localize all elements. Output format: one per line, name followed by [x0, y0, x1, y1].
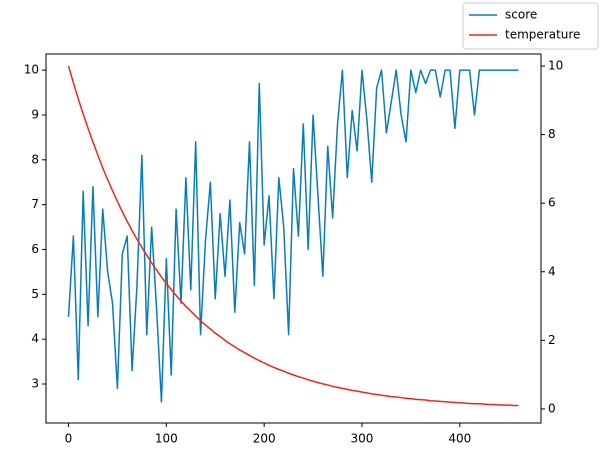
x-tick-label: 200: [253, 432, 276, 446]
y-tick-label: 6: [31, 242, 39, 256]
legend-label: temperature: [505, 28, 580, 42]
y2-tick-label: 4: [548, 264, 556, 278]
series-line: [67, 65, 519, 407]
y-tick-label: 5: [31, 287, 39, 301]
x-tick-label: 0: [65, 432, 73, 446]
x-tick-label: 100: [155, 432, 178, 446]
y-tick-label: 8: [31, 152, 39, 166]
y-tick-label: 3: [31, 376, 39, 390]
axes-frame: [45, 53, 542, 424]
y-tick-label: 7: [31, 197, 39, 211]
y2-tick-label: 0: [548, 401, 556, 415]
x-tick-label: 400: [448, 432, 471, 446]
y-tick-label: 4: [31, 332, 39, 346]
series-line: [67, 69, 519, 403]
x-tick-label: 300: [351, 432, 374, 446]
y2-tick-label: 8: [548, 127, 556, 141]
y-tick-label: 9: [31, 107, 39, 121]
legend-label: score: [505, 8, 537, 22]
plot-area: [67, 65, 519, 407]
y-tick-label: 10: [24, 63, 39, 77]
y2-tick-label: 2: [548, 333, 556, 347]
y2-tick-label: 6: [548, 196, 556, 210]
y2-tick-label: 10: [548, 59, 563, 73]
legend: score temperature: [462, 2, 599, 50]
